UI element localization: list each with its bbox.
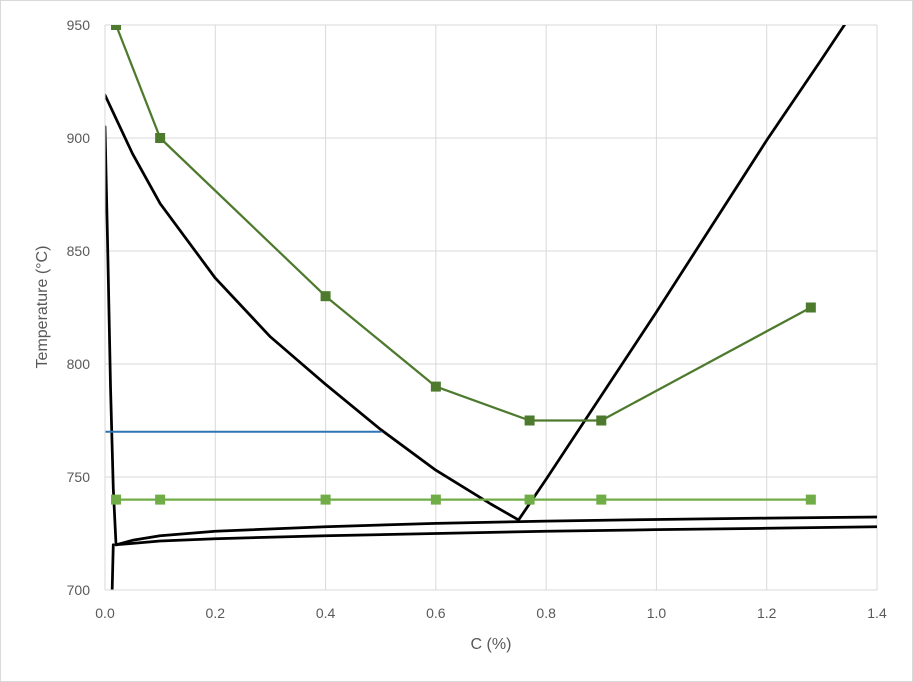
x-axis-title: C (%) — [471, 636, 512, 653]
series-layer — [105, 25, 877, 590]
y-tick-label: 950 — [67, 17, 91, 33]
x-tick-label: 0.2 — [206, 605, 226, 621]
phase-boundary-line — [114, 515, 877, 547]
light-green-marker-point — [805, 494, 816, 505]
y-tick-label: 900 — [67, 130, 91, 146]
dark-green-marker-point — [430, 381, 441, 392]
phase-boundary-line — [105, 93, 520, 522]
x-tick-label: 1.4 — [867, 605, 887, 621]
phase-boundary-line — [105, 125, 118, 547]
x-tick-label: 1.0 — [647, 605, 667, 621]
phase-boundary-line — [517, 25, 847, 522]
x-tick-label: 1.2 — [757, 605, 777, 621]
dark-green-marker-point — [805, 302, 816, 313]
dark-green-marker-point — [155, 133, 166, 143]
y-tick-label: 750 — [67, 469, 91, 485]
light-green-marker-point — [596, 494, 607, 505]
light-green-marker-point — [320, 494, 331, 505]
y-tick-label: 700 — [67, 582, 91, 598]
dark-green-marker-point — [524, 415, 535, 426]
x-tick-label: 0.4 — [316, 605, 336, 621]
x-tick-label: 0.6 — [426, 605, 446, 621]
phase-boundary-line — [114, 525, 877, 547]
dark-green-marker-point — [111, 25, 122, 30]
y-tick-label: 800 — [67, 356, 91, 372]
y-tick-label: 850 — [67, 243, 91, 259]
dark-green-series-line — [114, 25, 812, 422]
dark-green-marker-point — [320, 291, 331, 302]
dark-green-marker-point — [596, 415, 607, 426]
axis-layer: 0.0 0.2 0.4 0.6 0.8 1.0 1.2 1.4 700 750 800 850 900 9… — [67, 17, 887, 621]
x-tick-label: 0.0 — [95, 605, 115, 621]
light-green-marker-point — [111, 494, 122, 505]
x-tick-label: 0.8 — [536, 605, 556, 621]
light-green-marker-point — [430, 494, 441, 505]
grid-layer — [105, 24, 878, 590]
phase-boundary-line — [110, 543, 115, 590]
y-axis-title: Temperature (°C) — [34, 246, 51, 369]
light-green-marker-point — [155, 494, 166, 505]
light-green-marker-point — [524, 494, 535, 505]
